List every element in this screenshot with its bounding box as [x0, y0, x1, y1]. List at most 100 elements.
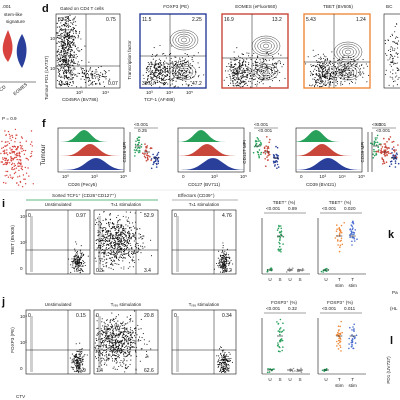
flow-dot [135, 329, 137, 331]
pd1-dot [66, 78, 68, 80]
pd1-dot [71, 47, 73, 49]
flow-dot [351, 70, 353, 72]
flow-dot [138, 338, 140, 340]
flow-dot [100, 221, 102, 223]
flow-dot [105, 331, 107, 333]
pd1-dot [64, 50, 67, 52]
f-dot [395, 152, 398, 154]
flow-dot [250, 86, 252, 88]
f-partial-dot [383, 137, 385, 140]
pd1-dot [98, 74, 100, 76]
left-cat-2: EOMES [12, 82, 28, 96]
flow-dot [82, 358, 84, 360]
flow-dot [131, 336, 133, 338]
pd1-dot [66, 77, 68, 79]
f-partial-dot [393, 155, 396, 157]
flow-dot [362, 76, 364, 78]
flow-dot [275, 76, 277, 79]
flow-dot [129, 339, 131, 341]
flow-dot [335, 85, 337, 87]
flow-dot [249, 74, 252, 77]
pd1-dot [59, 60, 62, 62]
f-dot [157, 162, 159, 165]
flow-dot [266, 60, 268, 62]
pd1-dot [66, 36, 68, 38]
flow-dot [251, 74, 253, 76]
flow-dot [224, 356, 227, 358]
flow-dot [120, 224, 122, 226]
flow-dot [161, 79, 163, 81]
flow-dot [155, 60, 157, 62]
flow-dot [110, 241, 112, 243]
bc-dot [395, 36, 397, 38]
flow-dot [154, 64, 156, 66]
flow-dot [160, 69, 162, 71]
flow-dot [73, 354, 75, 357]
pd1-dot [57, 62, 59, 64]
pd1-dot [70, 29, 72, 31]
pd1-dot [72, 44, 74, 46]
flow-dot [77, 266, 80, 268]
f-dot [276, 163, 279, 166]
flow-dot [96, 222, 98, 224]
pd1-dot [70, 78, 72, 80]
pd1-dot [57, 41, 59, 43]
flow-dot [109, 354, 111, 356]
flow-dot [95, 260, 97, 262]
flow-dot [109, 237, 112, 239]
flow-dot [115, 228, 117, 230]
flow-dot [111, 352, 113, 354]
flow-dot [97, 224, 99, 226]
flow-dot [112, 353, 114, 355]
flow-dot [159, 44, 161, 47]
flow-dot [227, 368, 229, 370]
flow-dot [129, 242, 131, 245]
flow-dot [321, 70, 324, 72]
flow-dot [99, 238, 101, 240]
f-dotplot: CD127 MFI<0.001<0.001 [242, 122, 280, 172]
f-dot [146, 145, 149, 147]
pd1-dot [66, 34, 68, 36]
flow-dot [155, 63, 157, 65]
flow-dot [223, 366, 225, 368]
pd1-dot [80, 38, 82, 40]
flow-dot [122, 232, 124, 234]
flow-dot [125, 216, 127, 218]
flow-dot [324, 69, 326, 72]
flow-dot [187, 55, 190, 58]
flow-dot [135, 351, 137, 353]
stat-dot [341, 243, 344, 246]
pd1-dot [74, 44, 76, 46]
flow-dot [324, 82, 326, 84]
flow-dot [121, 351, 123, 353]
flow-dot [160, 64, 162, 66]
flow-dot [172, 69, 175, 71]
flow-dot [100, 361, 102, 363]
flow-dot [165, 57, 167, 59]
flow-dot [157, 63, 160, 65]
flow-dot [154, 82, 156, 84]
flow-dot [79, 272, 81, 274]
flow-dot [118, 247, 120, 249]
left-dot [2, 150, 5, 152]
flow-dot [240, 63, 242, 65]
pd1-dot [83, 70, 85, 72]
flow-dot [253, 75, 255, 77]
flow-dot [111, 360, 114, 362]
flow-dot [114, 355, 116, 357]
flow-dot [128, 352, 130, 354]
flow-dot [81, 351, 83, 353]
flow-dot [127, 267, 129, 269]
flow-dot [262, 83, 264, 85]
flow-dot [254, 83, 256, 86]
flow-dot [160, 71, 162, 73]
f-dot [272, 156, 275, 158]
flow-dot [118, 344, 120, 346]
flow-dot [79, 259, 81, 261]
flow-dot [222, 271, 224, 273]
flow-dot [158, 73, 160, 75]
flow-dot [104, 228, 107, 230]
flow-dot [79, 256, 81, 258]
flow-dot [74, 356, 76, 359]
